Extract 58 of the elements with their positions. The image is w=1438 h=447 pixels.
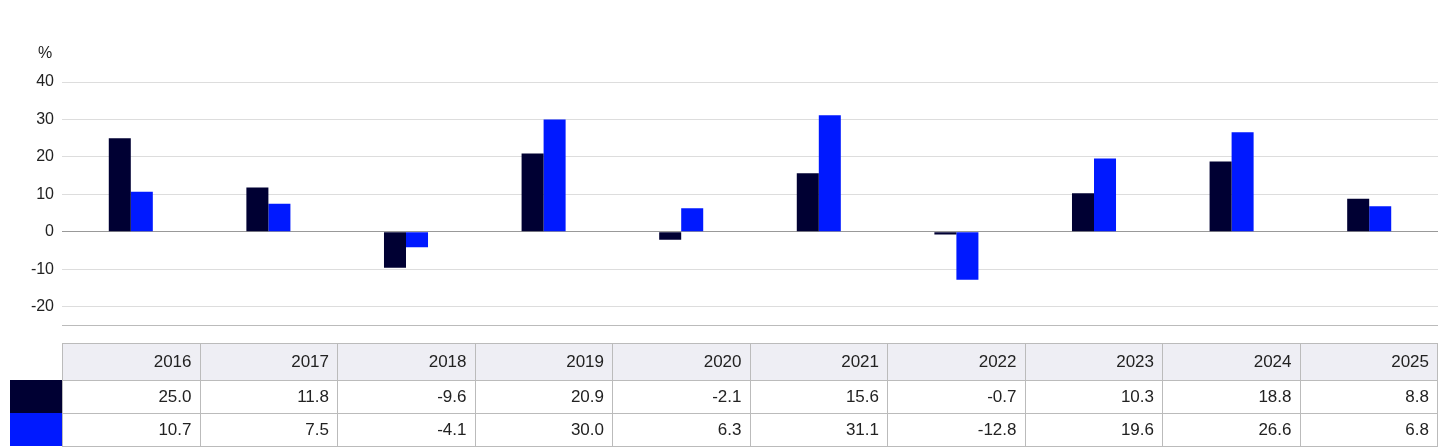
bar [246, 187, 269, 232]
data-label: 18.8 [1162, 380, 1300, 414]
data-label: 6.8 [1300, 413, 1438, 447]
data-label: 15.6 [750, 380, 888, 414]
data-label: 20.9 [475, 380, 613, 414]
data-label: 7.5 [200, 413, 338, 447]
bar [1209, 161, 1232, 232]
bar [1369, 206, 1392, 232]
x-tick-label: 2019 [475, 343, 613, 381]
bar [1231, 132, 1254, 232]
x-tick-label: 2020 [612, 343, 750, 381]
bar [521, 153, 544, 232]
data-label: 10.7 [62, 413, 200, 447]
y-axis-title: % [38, 44, 53, 62]
y-tick-label: 10 [36, 184, 55, 202]
data-label: -12.8 [887, 413, 1025, 447]
data-label: -9.6 [337, 380, 475, 414]
y-tick-label: -10 [30, 259, 55, 277]
x-tick-label: 2025 [1300, 343, 1438, 381]
x-tick-label: 2021 [750, 343, 888, 381]
data-label: 31.1 [750, 413, 888, 447]
x-tick-label: 2017 [200, 343, 338, 381]
y-tick-label: 0 [45, 222, 55, 240]
bar [1347, 198, 1370, 232]
y-tick-label: -20 [30, 297, 55, 315]
x-tick-label: 2024 [1162, 343, 1300, 381]
x-tick-label: 2016 [62, 343, 200, 381]
bar [383, 232, 406, 268]
bar [796, 173, 819, 232]
data-label: 19.6 [1025, 413, 1163, 447]
data-label: 26.6 [1162, 413, 1300, 447]
data-label: 6.3 [612, 413, 750, 447]
bar [659, 232, 682, 240]
data-label: 11.8 [200, 380, 338, 414]
bar [543, 119, 566, 232]
bar [108, 138, 131, 232]
data-label: -2.1 [612, 380, 750, 414]
x-tick-label: 2022 [887, 343, 1025, 381]
bar [818, 115, 841, 232]
x-tick-label: 2023 [1025, 343, 1163, 381]
data-label: -4.1 [337, 413, 475, 447]
data-label: 10.3 [1025, 380, 1163, 414]
bar [1071, 193, 1094, 232]
bar [130, 191, 153, 232]
y-tick-label: 20 [36, 147, 55, 165]
bar [681, 208, 704, 232]
bar [268, 203, 291, 232]
data-label: 25.0 [62, 380, 200, 414]
y-tick-label: 40 [36, 72, 55, 90]
bar [956, 232, 979, 280]
data-label: 30.0 [475, 413, 613, 447]
bar [406, 232, 429, 248]
data-label: -0.7 [887, 380, 1025, 414]
y-tick-label: 30 [36, 109, 55, 127]
bar [1094, 158, 1117, 232]
bar [934, 232, 957, 235]
x-tick-label: 2018 [337, 343, 475, 381]
data-label: 8.8 [1300, 380, 1438, 414]
